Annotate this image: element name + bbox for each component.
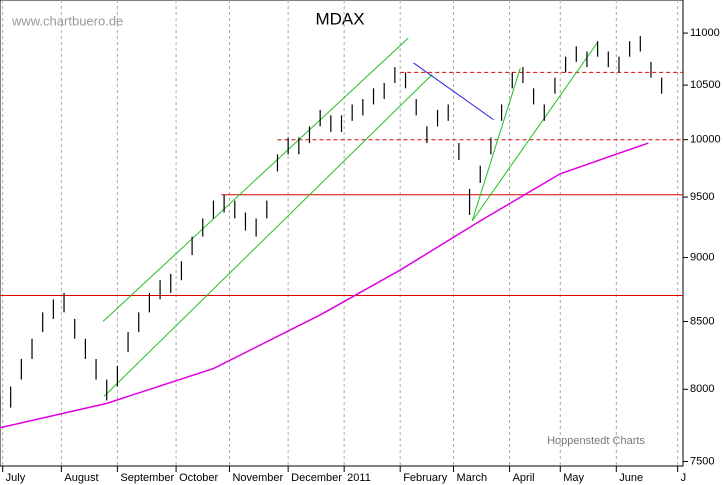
y-tick-label: 8500 bbox=[690, 315, 714, 327]
x-tick-label: November bbox=[232, 472, 283, 484]
x-tick-label: J bbox=[681, 472, 687, 484]
x-tick-label: 2011 bbox=[347, 472, 371, 484]
x-tick-label: July bbox=[6, 472, 26, 484]
x-tick-label: September bbox=[120, 472, 174, 484]
plot-frame bbox=[0, 0, 684, 467]
source-label: www.chartbuero.de bbox=[11, 13, 123, 28]
y-tick-label: 9500 bbox=[690, 191, 714, 203]
x-tick-label: April bbox=[513, 472, 535, 484]
y-tick-label: 10500 bbox=[690, 79, 721, 91]
y-tick-label: 10000 bbox=[690, 134, 721, 146]
x-tick-label: December bbox=[291, 472, 342, 484]
x-tick-label: June bbox=[619, 472, 643, 484]
y-tick-label: 11000 bbox=[690, 27, 720, 39]
moving-average bbox=[0, 142, 649, 429]
y-tick-label: 9000 bbox=[690, 251, 714, 263]
x-tick-label: February bbox=[403, 472, 448, 484]
trend-line bbox=[471, 68, 521, 222]
x-tick-label: August bbox=[64, 472, 98, 484]
x-tick-label: October bbox=[179, 472, 218, 484]
y-tick-label: 8000 bbox=[690, 383, 714, 395]
trend-line bbox=[413, 62, 494, 121]
x-tick-label: March bbox=[457, 472, 488, 484]
x-tick-label: May bbox=[563, 472, 584, 484]
trend-line bbox=[471, 41, 599, 222]
credit-label: Hoppenstedt Charts bbox=[547, 435, 645, 447]
trend-line bbox=[103, 74, 433, 397]
y-tick-label: 7500 bbox=[690, 455, 714, 467]
trend-line bbox=[102, 37, 409, 322]
chart-title: MDAX bbox=[315, 9, 364, 28]
